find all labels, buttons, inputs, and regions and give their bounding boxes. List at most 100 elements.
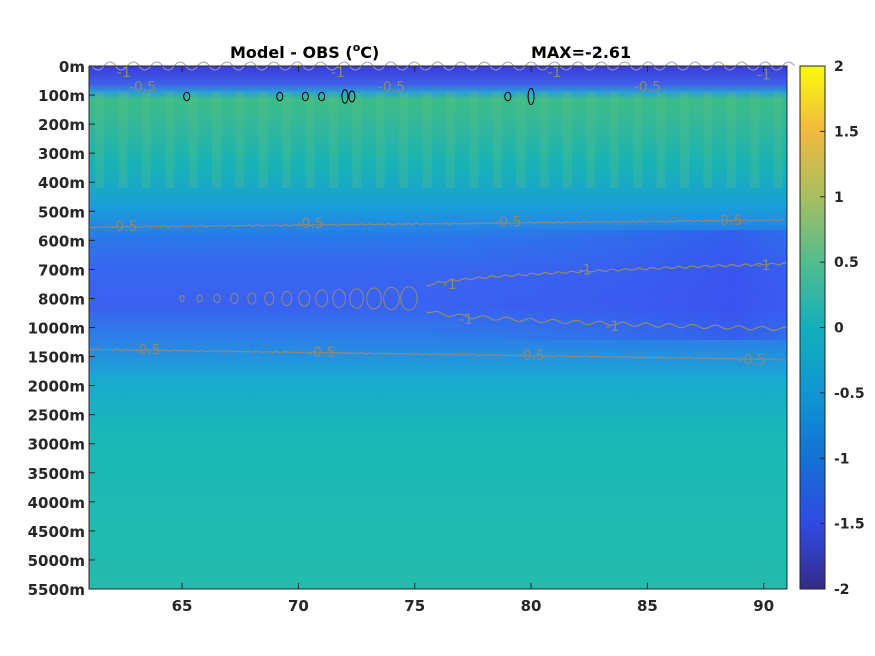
x-axis: 65 70 75 80 85 90 bbox=[172, 66, 774, 615]
streak bbox=[141, 92, 151, 189]
streak bbox=[586, 92, 596, 189]
y-tick-label: 700m bbox=[38, 261, 85, 279]
contour-label: -1 bbox=[331, 65, 345, 81]
colorbar-tick-label: 0 bbox=[834, 321, 844, 337]
contour-label: -0.5 bbox=[134, 342, 161, 358]
contour-loop bbox=[400, 286, 418, 311]
title-tail: C) bbox=[360, 43, 379, 62]
contour-zero-loop bbox=[348, 90, 356, 103]
x-tick-label: 90 bbox=[753, 597, 774, 615]
contour-loop bbox=[332, 288, 346, 309]
streak bbox=[656, 92, 666, 189]
streak bbox=[305, 92, 315, 189]
y-tick-label: 1500m bbox=[28, 349, 85, 367]
contour-loop bbox=[298, 290, 311, 307]
contour-zero-loop bbox=[527, 88, 535, 106]
chart-title: Model - OBS (oC) bbox=[230, 41, 379, 62]
y-tick-label: 4500m bbox=[28, 523, 85, 541]
y-tick-label: 200m bbox=[38, 116, 85, 134]
y-tick-label: 2500m bbox=[28, 407, 85, 425]
y-tick-label: 600m bbox=[38, 232, 85, 250]
contour-label: -0.5 bbox=[378, 79, 405, 95]
y-tick-label: 300m bbox=[38, 145, 85, 163]
colorbar-ticks: 2 1.5 1 0.5 0 -0.5 -1 -1.5 -2 bbox=[820, 59, 865, 598]
contour-loop bbox=[281, 290, 293, 306]
title-main: Model - OBS ( bbox=[230, 43, 353, 62]
contour-zero-loop bbox=[276, 91, 284, 102]
streak bbox=[773, 92, 783, 189]
contour-label: -0.5 bbox=[308, 345, 335, 361]
y-tick-label: 400m bbox=[38, 174, 85, 192]
y-tick-label: 5000m bbox=[28, 552, 85, 570]
colorbar-tick-label: -2 bbox=[834, 582, 850, 598]
streak bbox=[563, 92, 572, 189]
x-tick-label: 75 bbox=[404, 597, 425, 615]
contour-loop bbox=[230, 292, 239, 304]
contour-label: -0.5 bbox=[738, 352, 765, 368]
deep-core-shading bbox=[430, 230, 787, 340]
streak bbox=[329, 92, 338, 189]
streak bbox=[352, 92, 362, 189]
contour-zero-loop bbox=[318, 91, 326, 102]
colorbar-tick-label: 1 bbox=[834, 190, 844, 206]
contour-zero-loop bbox=[301, 91, 309, 102]
x-tick-label: 65 bbox=[172, 597, 193, 615]
contour-zero-loop bbox=[183, 91, 191, 102]
streak bbox=[375, 92, 385, 189]
streak bbox=[633, 92, 643, 189]
contour-label: -1 bbox=[459, 312, 473, 328]
contour-loop bbox=[315, 289, 329, 308]
contour-label: -0.5 bbox=[634, 79, 661, 95]
contour-label: -1 bbox=[606, 319, 620, 335]
x-tick-label: 70 bbox=[288, 597, 309, 615]
y-tick-label: 4000m bbox=[28, 494, 85, 512]
streak bbox=[188, 92, 198, 189]
y-tick-label: 100m bbox=[38, 87, 85, 105]
contour-lower-minus-0.5 bbox=[88, 347, 786, 361]
streak bbox=[680, 92, 689, 189]
contour-label: -0.5 bbox=[110, 219, 137, 235]
contour-zero-loop bbox=[504, 91, 512, 102]
x-tick-label: 80 bbox=[521, 597, 542, 615]
contour-minus-1-upper bbox=[426, 261, 787, 287]
y-tick-label: 0m bbox=[59, 58, 85, 76]
streak bbox=[609, 92, 619, 189]
contour-loop bbox=[264, 291, 275, 306]
streak bbox=[446, 92, 455, 189]
contour-loop bbox=[366, 287, 382, 310]
contour-label: -0.5 bbox=[494, 214, 521, 230]
streak bbox=[95, 92, 104, 189]
contour-label: -1 bbox=[443, 277, 457, 293]
contour-loop bbox=[383, 286, 400, 311]
streak bbox=[422, 92, 432, 189]
streak bbox=[282, 92, 292, 189]
streak bbox=[703, 92, 713, 189]
streak bbox=[726, 92, 736, 189]
max-annotation: MAX=-2.61 bbox=[531, 43, 631, 62]
y-tick-label: 5500m bbox=[28, 581, 85, 599]
contour-loop bbox=[247, 292, 257, 305]
y-tick-label: 3000m bbox=[28, 436, 85, 454]
contour-loop bbox=[349, 288, 364, 309]
streak bbox=[469, 92, 479, 189]
streak bbox=[235, 92, 245, 189]
colorbar-tick-label: 1.5 bbox=[834, 124, 859, 140]
streak bbox=[212, 92, 221, 189]
contour-loop bbox=[213, 293, 221, 304]
contour-label: -1 bbox=[547, 65, 561, 81]
contour-lines bbox=[88, 88, 787, 361]
contour-minus-1-lower bbox=[426, 310, 787, 332]
colorbar-tick-label: -1.5 bbox=[834, 517, 865, 533]
contour-label: -1 bbox=[578, 262, 592, 278]
streak bbox=[399, 92, 409, 189]
streak bbox=[539, 92, 549, 189]
contour-loop bbox=[196, 294, 203, 303]
contour-label: -1 bbox=[117, 65, 131, 81]
y-tick-label: 1000m bbox=[28, 320, 85, 338]
y-tick-label: 2000m bbox=[28, 378, 85, 396]
contour-label: -0.5 bbox=[517, 348, 544, 364]
colorbar-tick-label: -1 bbox=[834, 451, 850, 467]
colorbar-tick-label: 2 bbox=[834, 59, 844, 75]
contour-label: -0.5 bbox=[715, 213, 742, 229]
